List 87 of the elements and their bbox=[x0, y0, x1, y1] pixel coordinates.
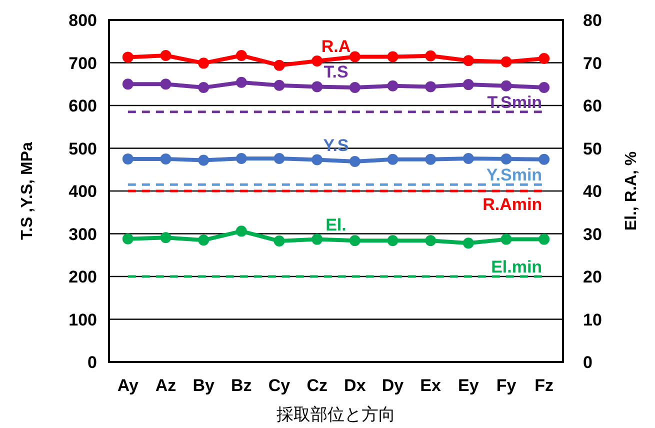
y2-tick-label: 50 bbox=[583, 139, 602, 158]
point bbox=[349, 82, 360, 94]
y-tick-label: 100 bbox=[68, 310, 97, 330]
point bbox=[198, 154, 210, 166]
point bbox=[198, 234, 210, 246]
x-tick-label: Cz bbox=[306, 376, 328, 395]
point bbox=[236, 153, 247, 164]
y-tick-label: 600 bbox=[68, 96, 97, 116]
point bbox=[425, 81, 436, 92]
point bbox=[160, 153, 172, 164]
point bbox=[462, 238, 474, 249]
point bbox=[160, 232, 172, 244]
x-tick-label: Dx bbox=[344, 376, 366, 395]
y2-axis-title: El., R.A, % bbox=[623, 151, 640, 231]
point bbox=[312, 56, 323, 67]
point bbox=[349, 51, 360, 62]
point bbox=[198, 58, 210, 69]
point bbox=[274, 80, 285, 91]
y-axis-title: T.S ,Y.S, MPa bbox=[19, 142, 36, 240]
y-tick-label: 800 bbox=[68, 11, 97, 30]
point bbox=[312, 81, 323, 92]
point bbox=[198, 82, 210, 94]
point bbox=[425, 235, 436, 246]
series-label: El. bbox=[326, 215, 346, 234]
point bbox=[462, 153, 474, 164]
y2-tick-label: 10 bbox=[583, 310, 602, 330]
point bbox=[500, 80, 512, 92]
x-tick-label: Az bbox=[155, 376, 176, 395]
y2-tick-label: 20 bbox=[583, 268, 602, 286]
point bbox=[160, 78, 172, 90]
point bbox=[274, 236, 285, 247]
point bbox=[500, 234, 512, 245]
point bbox=[349, 235, 360, 246]
point bbox=[538, 234, 550, 245]
x-tick-label: Bz bbox=[231, 376, 252, 395]
ref-line-label: R.Amin bbox=[482, 195, 542, 214]
point bbox=[274, 60, 285, 71]
x-tick-label: Fz bbox=[534, 376, 554, 395]
point bbox=[387, 51, 398, 62]
point bbox=[538, 82, 550, 94]
point bbox=[122, 233, 134, 244]
y-tick-label: 300 bbox=[68, 224, 97, 244]
ref-line-label: El.min bbox=[491, 258, 542, 276]
y-tick-label: 400 bbox=[68, 182, 97, 201]
point bbox=[425, 154, 436, 165]
point bbox=[387, 235, 398, 246]
x-tick-label: By bbox=[192, 376, 215, 395]
point bbox=[387, 80, 398, 92]
x-tick-label: Ex bbox=[420, 376, 442, 395]
y-tick-label: 700 bbox=[68, 54, 97, 73]
point bbox=[236, 50, 247, 61]
y2-tick-label: 80 bbox=[583, 11, 602, 30]
point bbox=[349, 156, 360, 168]
y2-tick-label: 70 bbox=[583, 54, 602, 73]
point bbox=[500, 153, 512, 164]
y-tick-label: 500 bbox=[68, 139, 97, 158]
x-tick-label: Fy bbox=[496, 376, 517, 395]
x-tick-label: Dy bbox=[382, 376, 404, 395]
y2-tick-label: 0 bbox=[583, 353, 592, 372]
point bbox=[236, 76, 247, 88]
point bbox=[122, 52, 134, 63]
point bbox=[387, 154, 398, 165]
point bbox=[122, 78, 134, 90]
x-axis-title: 採取部位と方向 bbox=[276, 405, 396, 424]
point bbox=[462, 79, 474, 90]
x-tick-label: Ey bbox=[458, 376, 480, 395]
point bbox=[122, 153, 134, 164]
y-tick-label: 200 bbox=[68, 268, 97, 286]
point bbox=[462, 55, 474, 66]
y-tick-label: 0 bbox=[88, 353, 97, 372]
x-tick-label: Ay bbox=[117, 376, 140, 395]
y2-tick-label: 40 bbox=[583, 182, 602, 201]
ref-line-label: Y.Smin bbox=[486, 166, 542, 185]
point bbox=[312, 234, 323, 245]
y2-tick-label: 60 bbox=[583, 96, 602, 116]
point bbox=[274, 153, 285, 164]
point bbox=[538, 154, 550, 165]
point bbox=[500, 56, 512, 68]
point bbox=[425, 50, 436, 62]
point bbox=[236, 226, 247, 237]
point bbox=[160, 50, 172, 61]
y2-tick-label: 30 bbox=[583, 224, 602, 244]
point bbox=[538, 52, 550, 64]
series-label: R.A bbox=[321, 37, 351, 56]
point bbox=[312, 154, 323, 166]
series-label: T.S bbox=[324, 62, 348, 82]
x-tick-label: Cy bbox=[268, 376, 291, 395]
